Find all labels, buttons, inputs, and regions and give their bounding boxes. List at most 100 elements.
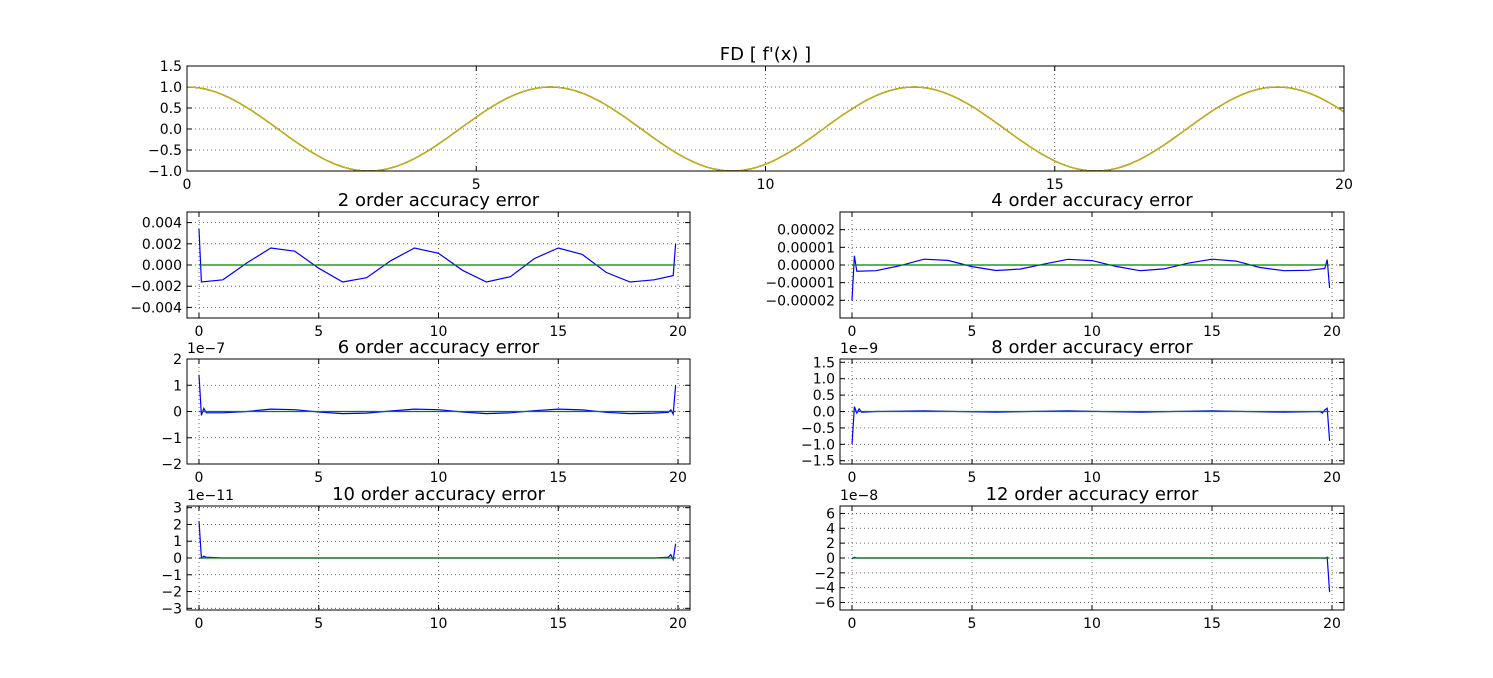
x-tick-label: 20: [669, 470, 687, 486]
x-tick-label: 15: [549, 324, 567, 340]
subplot-title: 6 order accuracy error: [338, 337, 540, 358]
axes-frame: [186, 211, 691, 319]
axes-frame: [839, 358, 1345, 465]
x-tick-label: 15: [1046, 177, 1064, 193]
y-tick-label: −2: [161, 585, 182, 601]
y-tick-label: −0.002: [130, 279, 182, 295]
x-tick-label: 5: [314, 324, 323, 340]
x-tick-label: 20: [1323, 324, 1341, 340]
y-tick-label: 0.0: [160, 122, 182, 138]
x-tick-label: 0: [195, 616, 204, 632]
x-tick-label: 15: [1203, 470, 1221, 486]
y-tick-label: 1.5: [160, 59, 182, 75]
y-tick-label: −0.5: [801, 421, 835, 437]
y-tick-label: −1: [161, 568, 182, 584]
y-tick-label: −0.004: [130, 300, 182, 316]
y-tick-label: 4: [826, 521, 835, 537]
y-tick-label: −1.0: [801, 437, 835, 453]
x-tick-label: 15: [1203, 324, 1221, 340]
y-tick-label: 0.00000: [777, 258, 835, 274]
y-tick-label: 0.0: [813, 405, 835, 421]
series-line: [198, 521, 677, 562]
axes-frame: [186, 505, 691, 611]
x-tick-label: 0: [183, 177, 192, 193]
x-tick-label: 10: [430, 470, 448, 486]
subplot-2: 0 5 10 15 20 0.004 0.002 0.000 −0.002 −0.004 2 ord…: [130, 190, 691, 340]
y-tick-label: −2: [161, 457, 182, 473]
axes-frame: [186, 358, 691, 465]
x-tick-label: 0: [195, 470, 204, 486]
x-tick-label: 5: [472, 177, 481, 193]
axis-offset-label: 1e−8: [840, 488, 878, 504]
y-tick-label: −3: [161, 601, 182, 617]
subplot-5: 0 5 10 15 20 1.51.00.50.0−0.5−1.0−1.5 8 order …: [801, 337, 1345, 486]
x-tick-label: 5: [314, 616, 323, 632]
series-line: [851, 406, 1331, 445]
x-tick-label: 5: [968, 470, 977, 486]
x-tick-label: 20: [1323, 616, 1341, 632]
axes-frame: [839, 505, 1345, 611]
y-tick-label: 0.004: [142, 216, 182, 232]
y-tick-label: 0.00001: [777, 240, 835, 256]
y-tick-label: 0.00002: [777, 223, 835, 239]
y-tick-label: −1: [161, 431, 182, 447]
y-tick-label: 1: [173, 378, 182, 394]
y-tick-label: −6: [814, 596, 835, 612]
series-line: [198, 228, 677, 283]
subplot-1: 0 5 10 15 20 1.5 1.0 0.5 0.0 −0.5 −1.0 FD [ f'(x) ]: [148, 44, 1353, 193]
y-tick-label: 0: [173, 551, 182, 567]
series-line: [198, 374, 677, 417]
x-tick-label: 5: [968, 324, 977, 340]
y-tick-label: −1.0: [148, 164, 182, 180]
x-tick-label: 15: [549, 470, 567, 486]
series-line: [851, 255, 1331, 301]
x-tick-label: 0: [848, 470, 857, 486]
x-tick-label: 5: [968, 616, 977, 632]
x-tick-label: 10: [1083, 616, 1101, 632]
x-tick-label: 0: [195, 324, 204, 340]
y-tick-label: 2: [173, 517, 182, 533]
y-tick-label: 1: [173, 534, 182, 550]
subplot-title: FD [ f'(x) ]: [720, 44, 811, 65]
x-tick-label: 10: [757, 177, 775, 193]
series-line: [851, 556, 1331, 593]
axes-frame: [186, 65, 1345, 172]
x-tick-label: 20: [1323, 470, 1341, 486]
x-tick-label: 15: [549, 616, 567, 632]
y-tick-label: 6: [826, 506, 835, 522]
y-tick-label: 0.002: [142, 237, 182, 253]
y-tick-label: 1.0: [160, 80, 182, 96]
y-tick-label: 0: [173, 405, 182, 421]
y-tick-label: −0.00001: [765, 276, 835, 292]
x-tick-label: 0: [848, 324, 857, 340]
y-tick-label: −0.5: [148, 143, 182, 159]
axis-offset-label: 1e−9: [840, 341, 878, 357]
y-tick-label: 1.5: [813, 355, 835, 371]
subplot-title: 10 order accuracy error: [332, 484, 545, 505]
axes-frame: [839, 211, 1345, 319]
y-tick-label: 2: [826, 536, 835, 552]
series-line: [187, 86, 1344, 171]
x-tick-label: 15: [1203, 616, 1221, 632]
subplot-title: 8 order accuracy error: [991, 337, 1193, 358]
axis-offset-label: 1e−7: [187, 341, 225, 357]
y-tick-label: −4: [814, 581, 835, 597]
y-tick-label: −2: [814, 566, 835, 582]
y-tick-label: 0.5: [813, 388, 835, 404]
x-tick-label: 10: [430, 616, 448, 632]
subplot-title: 4 order accuracy error: [991, 190, 1193, 211]
y-tick-label: 0.5: [160, 101, 182, 117]
y-tick-label: −1.5: [801, 454, 835, 470]
x-tick-label: 0: [848, 616, 857, 632]
y-tick-label: 3: [173, 501, 182, 517]
x-tick-label: 20: [669, 324, 687, 340]
subplot-title: 12 order accuracy error: [986, 484, 1199, 505]
y-tick-label: 0: [826, 551, 835, 567]
subplot-title: 2 order accuracy error: [338, 190, 540, 211]
y-tick-label: 1.0: [813, 372, 835, 388]
